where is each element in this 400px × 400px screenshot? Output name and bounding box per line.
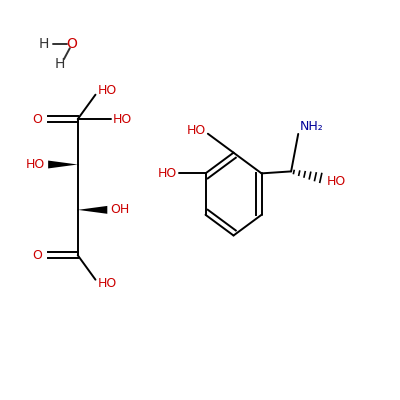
Text: HO: HO [26, 158, 45, 171]
Text: H: H [55, 57, 65, 71]
Text: O: O [66, 37, 77, 51]
Text: OH: OH [110, 203, 130, 216]
Polygon shape [78, 206, 107, 214]
Polygon shape [48, 160, 78, 168]
Text: O: O [33, 249, 43, 262]
Text: HO: HO [158, 167, 177, 180]
Text: H: H [39, 37, 49, 51]
Text: HO: HO [187, 124, 206, 137]
Text: HO: HO [327, 175, 346, 188]
Text: HO: HO [98, 84, 117, 97]
Text: HO: HO [113, 113, 132, 126]
Text: HO: HO [98, 277, 117, 290]
Text: NH₂: NH₂ [300, 120, 324, 133]
Text: O: O [33, 113, 43, 126]
